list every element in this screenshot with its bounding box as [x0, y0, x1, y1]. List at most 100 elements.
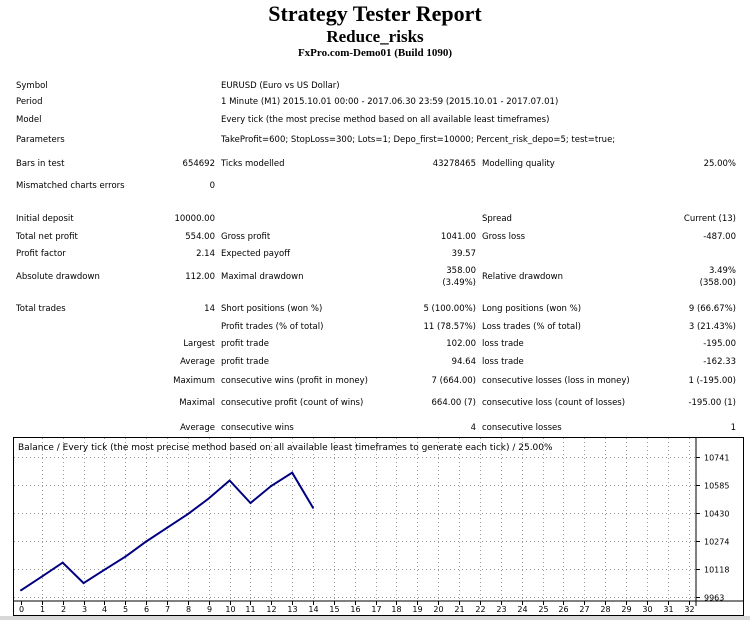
- net-profit-label: Total net profit: [16, 232, 78, 242]
- maximal-consecutive-profit-value: 664.00 (7): [431, 398, 476, 408]
- avg-consecutive-wins-value: 4: [470, 423, 476, 433]
- short-positions-value: 5 (100.00%): [423, 304, 476, 314]
- expected-payoff-value: 39.57: [451, 249, 476, 259]
- x-tick-label: 32: [684, 605, 694, 614]
- balance-point: [145, 540, 148, 543]
- mismatch-value: 0: [209, 181, 215, 191]
- net-profit-value: 554.00: [185, 232, 215, 242]
- x-tick-label: 6: [144, 605, 149, 614]
- ticks-value: 43278465: [432, 159, 476, 169]
- x-tick-label: 19: [412, 605, 422, 614]
- short-positions-label: Short positions (won %): [221, 304, 323, 314]
- model-value: Every tick (the most precise method base…: [221, 115, 550, 125]
- y-tick-label: 10118: [704, 566, 729, 575]
- bottom-scrollbar[interactable]: [0, 616, 750, 620]
- balance-point: [186, 513, 189, 516]
- x-tick-label: 17: [371, 605, 381, 614]
- gross-loss-label: Gross loss: [482, 232, 526, 242]
- x-tick-label: 30: [642, 605, 652, 614]
- x-tick-label: 11: [245, 605, 255, 614]
- maximal-consecutive-loss-value: -195.00 (1): [688, 398, 736, 408]
- avg-label: Average: [180, 423, 215, 433]
- y-tick-label: 10430: [704, 510, 729, 519]
- y-tick-label: 10741: [704, 454, 729, 463]
- y-tick-label: 10585: [704, 482, 729, 491]
- relative-drawdown-money: (358.00): [699, 278, 736, 288]
- y-tick-label: 10274: [704, 538, 729, 547]
- balance-point: [20, 589, 22, 592]
- profit-trades-label: Profit trades (% of total): [221, 322, 324, 332]
- initial-deposit-label: Initial deposit: [16, 214, 74, 224]
- largest-loss-value: -195.00: [703, 339, 736, 349]
- maximal-drawdown-label: Maximal drawdown: [221, 272, 304, 282]
- x-tick-label: 31: [663, 605, 673, 614]
- average-profit-label: profit trade: [221, 357, 269, 367]
- server-info: FxPro.com-Demo01 (Build 1090): [297, 47, 453, 59]
- x-tick-label: 23: [496, 605, 506, 614]
- balance-point: [291, 471, 294, 474]
- x-tick-label: 25: [538, 605, 548, 614]
- balance-point: [82, 582, 85, 585]
- x-tick-label: 7: [165, 605, 170, 614]
- balance-point: [40, 575, 43, 578]
- total-trades-value: 14: [204, 304, 215, 314]
- x-tick-label: 21: [454, 605, 464, 614]
- x-tick-label: 12: [266, 605, 276, 614]
- avg-consecutive-wins-label: consecutive wins: [221, 423, 294, 433]
- y-tick-label: 9963: [704, 594, 724, 603]
- profit-factor-value: 2.14: [196, 249, 215, 259]
- bars-value: 654692: [182, 159, 215, 169]
- symbol-value: EURUSD (Euro vs US Dollar): [221, 81, 340, 91]
- x-tick-label: 26: [558, 605, 568, 614]
- largest-loss-label: loss trade: [482, 339, 524, 349]
- bars-label: Bars in test: [16, 159, 65, 169]
- max-consecutive-wins-label: consecutive wins (profit in money): [221, 376, 368, 386]
- profit-trades-value: 11 (78.57%): [423, 322, 476, 332]
- balance-point: [207, 497, 210, 500]
- maximal-drawdown-value: 358.00: [446, 266, 476, 276]
- spread-label: Spread: [482, 214, 512, 224]
- balance-point: [124, 555, 127, 558]
- x-tick-label: 9: [207, 605, 212, 614]
- quality-label: Modelling quality: [482, 159, 555, 169]
- long-positions-value: 9 (66.67%): [688, 304, 736, 314]
- maximal-label: Maximal: [179, 398, 215, 408]
- avg-consecutive-losses-value: 1: [730, 423, 736, 433]
- x-tick-label: 29: [621, 605, 631, 614]
- model-label: Model: [16, 115, 42, 125]
- gross-loss-value: -487.00: [703, 232, 736, 242]
- gross-profit-value: 1041.00: [440, 232, 476, 242]
- absolute-drawdown-label: Absolute drawdown: [16, 272, 100, 282]
- x-tick-label: 2: [61, 605, 66, 614]
- loss-trades-label: Loss trades (% of total): [482, 322, 581, 332]
- quality-value: 25.00%: [703, 159, 736, 169]
- x-tick-label: 15: [329, 605, 339, 614]
- spread-value: Current (13): [683, 214, 736, 224]
- balance-point: [103, 568, 106, 571]
- profit-factor-label: Profit factor: [16, 249, 66, 259]
- balance-chart: 9963 10118 10274 10430 10585 10741 0 1 2 3 4 5 6 7 8 9 1…: [13, 437, 744, 616]
- avg-consecutive-losses-label: consecutive losses: [482, 423, 562, 433]
- balance-point: [228, 479, 231, 482]
- x-tick-label: 0: [19, 605, 24, 614]
- x-tick-label: 22: [475, 605, 485, 614]
- average-label: Average: [180, 357, 215, 367]
- relative-drawdown-label: Relative drawdown: [482, 272, 563, 282]
- max-consecutive-wins-value: 7 (664.00): [431, 376, 476, 386]
- gross-profit-label: Gross profit: [221, 232, 271, 242]
- x-tick-label: 20: [433, 605, 443, 614]
- largest-profit-label: profit trade: [221, 339, 269, 349]
- balance-point: [61, 561, 64, 564]
- x-tick-label: 1: [40, 605, 45, 614]
- average-profit-value: 94.64: [451, 357, 476, 367]
- absolute-drawdown-value: 112.00: [185, 272, 215, 282]
- average-loss-value: -162.33: [703, 357, 736, 367]
- x-tick-label: 5: [123, 605, 128, 614]
- largest-profit-value: 102.00: [446, 339, 476, 349]
- maximal-consecutive-loss-label: consecutive loss (count of losses): [482, 398, 626, 408]
- expected-payoff-label: Expected payoff: [221, 249, 291, 259]
- symbol-label: Symbol: [16, 81, 48, 91]
- relative-drawdown-value: 3.49%: [708, 266, 736, 276]
- max-consecutive-losses-value: 1 (-195.00): [688, 376, 736, 386]
